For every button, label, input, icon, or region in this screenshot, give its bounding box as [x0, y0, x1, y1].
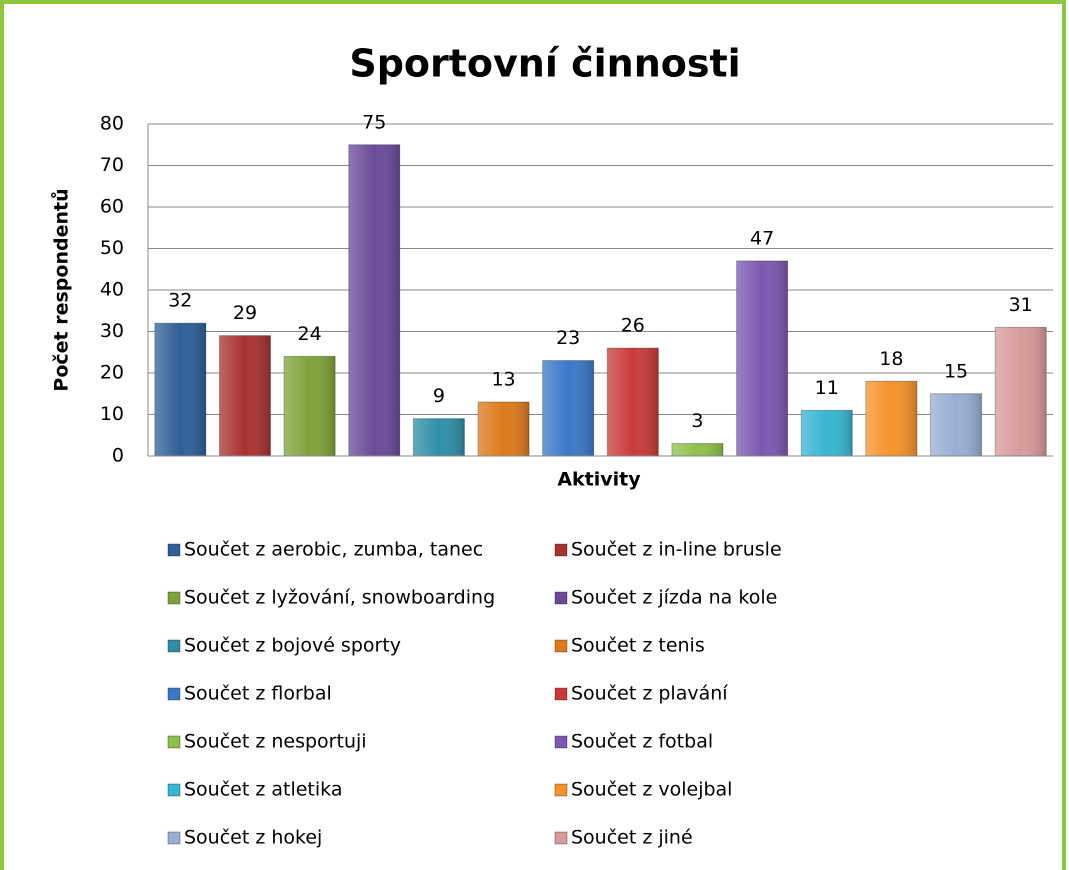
value-label: 32	[168, 290, 192, 312]
value-label: 31	[1009, 294, 1033, 316]
legend-label: Součet z lyžování, snowboarding	[184, 587, 495, 609]
y-tick-label: 10	[100, 403, 124, 425]
legend-label: Součet z florbal	[184, 683, 332, 705]
bar	[218, 335, 271, 457]
legend-label: Součet z aerobic, zumba, tanec	[184, 539, 483, 561]
y-tick-label: 0	[112, 445, 124, 467]
legend-label: Součet z bojové sporty	[184, 635, 401, 657]
legend-label: Součet z fotbal	[571, 731, 713, 753]
value-label: 9	[433, 385, 445, 407]
legend-label: Součet z atletika	[184, 779, 342, 801]
legend-label: Součet z volejbal	[571, 779, 732, 801]
legend-label: Součet z jízda na kole	[571, 587, 777, 609]
y-tick-label: 80	[100, 113, 124, 135]
legend-label: Součet z tenis	[571, 635, 705, 657]
bar	[671, 443, 724, 457]
legend-swatch	[554, 591, 568, 605]
value-label: 3	[691, 410, 703, 432]
legend-swatch	[554, 543, 568, 557]
legend-label: Součet z plavání	[571, 683, 728, 705]
x-axis-label: Aktivity	[557, 469, 641, 491]
legend-swatch	[167, 735, 181, 749]
y-axis-label: Počet respondentů	[50, 188, 73, 391]
legend-swatch	[554, 831, 568, 845]
bar	[283, 355, 336, 457]
y-tick-label: 40	[100, 279, 124, 301]
y-tick-label: 20	[100, 362, 124, 384]
legend-label: Součet z jiné	[571, 827, 693, 849]
legend-swatch	[167, 687, 181, 701]
value-label: 47	[750, 227, 774, 249]
value-label: 29	[233, 302, 257, 324]
legend-label: Součet z hokej	[184, 827, 322, 849]
bar	[865, 380, 918, 457]
legend-swatch	[167, 543, 181, 557]
bar	[800, 409, 853, 457]
bar	[412, 418, 465, 457]
y-tick-label: 30	[100, 320, 124, 342]
value-label: 15	[944, 360, 968, 382]
bar	[606, 347, 659, 457]
legend-swatch	[554, 639, 568, 653]
bar	[477, 401, 530, 457]
legend-swatch	[167, 591, 181, 605]
bar	[542, 360, 595, 457]
legend-swatch	[554, 687, 568, 701]
legend-swatch	[554, 783, 568, 797]
value-label: 13	[491, 369, 515, 391]
value-label: 18	[879, 348, 903, 370]
legend-swatch	[554, 735, 568, 749]
legend-swatch	[167, 639, 181, 653]
value-label: 24	[298, 323, 322, 345]
bar	[930, 393, 983, 457]
value-label: 11	[815, 377, 839, 399]
bar	[348, 144, 401, 457]
y-tick-label: 60	[100, 196, 124, 218]
value-label: 26	[621, 315, 645, 337]
legend-swatch	[167, 783, 181, 797]
bar	[994, 326, 1047, 457]
value-label: 23	[556, 327, 580, 349]
legend-label: Součet z in-line brusle	[571, 539, 782, 561]
bar	[154, 322, 207, 457]
y-tick-label: 50	[100, 237, 124, 259]
legend-label: Součet z nesportuji	[184, 731, 367, 753]
bar	[736, 260, 789, 457]
y-tick-label: 70	[100, 154, 124, 176]
legend-swatch	[167, 831, 181, 845]
chart-title: Sportovní činnosti	[349, 42, 740, 86]
value-label: 75	[362, 111, 386, 133]
